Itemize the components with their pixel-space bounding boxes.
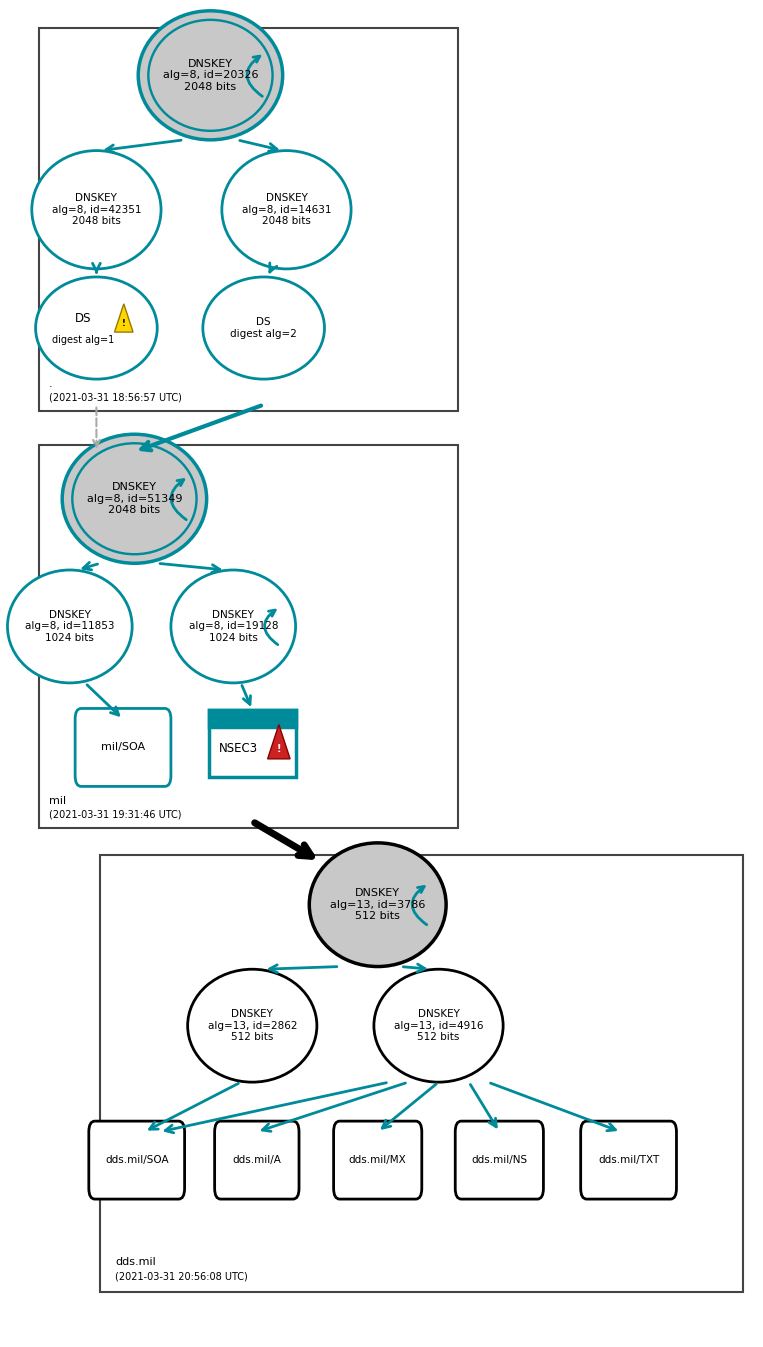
FancyBboxPatch shape [89,1121,185,1199]
Text: (2021-03-31 20:56:08 UTC): (2021-03-31 20:56:08 UTC) [115,1272,248,1282]
Ellipse shape [203,277,324,379]
Text: DNSKEY
alg=13, id=2862
512 bits: DNSKEY alg=13, id=2862 512 bits [208,1009,297,1043]
Text: DNSKEY
alg=13, id=3786
512 bits: DNSKEY alg=13, id=3786 512 bits [330,888,426,921]
Text: mil: mil [49,796,66,806]
Text: dds.mil/A: dds.mil/A [233,1156,282,1165]
Text: DNSKEY
alg=8, id=51349
2048 bits: DNSKEY alg=8, id=51349 2048 bits [87,482,182,516]
Text: dds.mil/NS: dds.mil/NS [472,1156,527,1165]
Ellipse shape [8,570,132,683]
Ellipse shape [309,843,446,967]
Text: dds.mil/SOA: dds.mil/SOA [105,1156,169,1165]
Bar [208,710,296,777]
Text: dds.mil: dds.mil [115,1257,156,1268]
Ellipse shape [32,151,161,269]
FancyBboxPatch shape [333,1121,422,1199]
Ellipse shape [222,151,351,269]
Text: DNSKEY
alg=8, id=14631
2048 bits: DNSKEY alg=8, id=14631 2048 bits [242,193,331,226]
Text: mil/SOA: mil/SOA [101,742,145,753]
Text: DNSKEY
alg=8, id=20326
2048 bits: DNSKEY alg=8, id=20326 2048 bits [163,59,258,92]
Text: NSEC3: NSEC3 [219,742,258,756]
FancyBboxPatch shape [456,1121,543,1199]
Text: DNSKEY
alg=8, id=19128
1024 bits: DNSKEY alg=8, id=19128 1024 bits [188,610,278,643]
Ellipse shape [138,11,282,140]
Text: DNSKEY
alg=13, id=4916
512 bits: DNSKEY alg=13, id=4916 512 bits [394,1009,483,1043]
FancyBboxPatch shape [581,1121,677,1199]
Text: DS
digest alg=2: DS digest alg=2 [230,318,297,339]
Text: (2021-03-31 19:31:46 UTC): (2021-03-31 19:31:46 UTC) [49,810,181,819]
Ellipse shape [374,970,503,1082]
Ellipse shape [171,570,295,683]
Polygon shape [268,725,290,758]
Bar [40,445,458,828]
Polygon shape [114,304,133,333]
Text: !: ! [122,319,126,329]
Text: (2021-03-31 18:56:57 UTC): (2021-03-31 18:56:57 UTC) [49,392,182,403]
Text: !: ! [277,744,281,753]
Text: DNSKEY
alg=8, id=42351
2048 bits: DNSKEY alg=8, id=42351 2048 bits [52,193,141,226]
Bar [100,855,742,1292]
Bar [40,28,458,411]
Text: dds.mil/MX: dds.mil/MX [349,1156,407,1165]
Text: .: . [49,380,52,389]
Ellipse shape [188,970,317,1082]
Text: digest alg=1: digest alg=1 [52,335,114,345]
Text: DNSKEY
alg=8, id=11853
1024 bits: DNSKEY alg=8, id=11853 1024 bits [25,610,114,643]
FancyBboxPatch shape [75,709,171,787]
Bar [208,710,296,726]
FancyBboxPatch shape [214,1121,299,1199]
Ellipse shape [36,277,157,379]
Ellipse shape [63,434,207,563]
Text: dds.mil/TXT: dds.mil/TXT [598,1156,659,1165]
Text: DS: DS [75,313,91,325]
